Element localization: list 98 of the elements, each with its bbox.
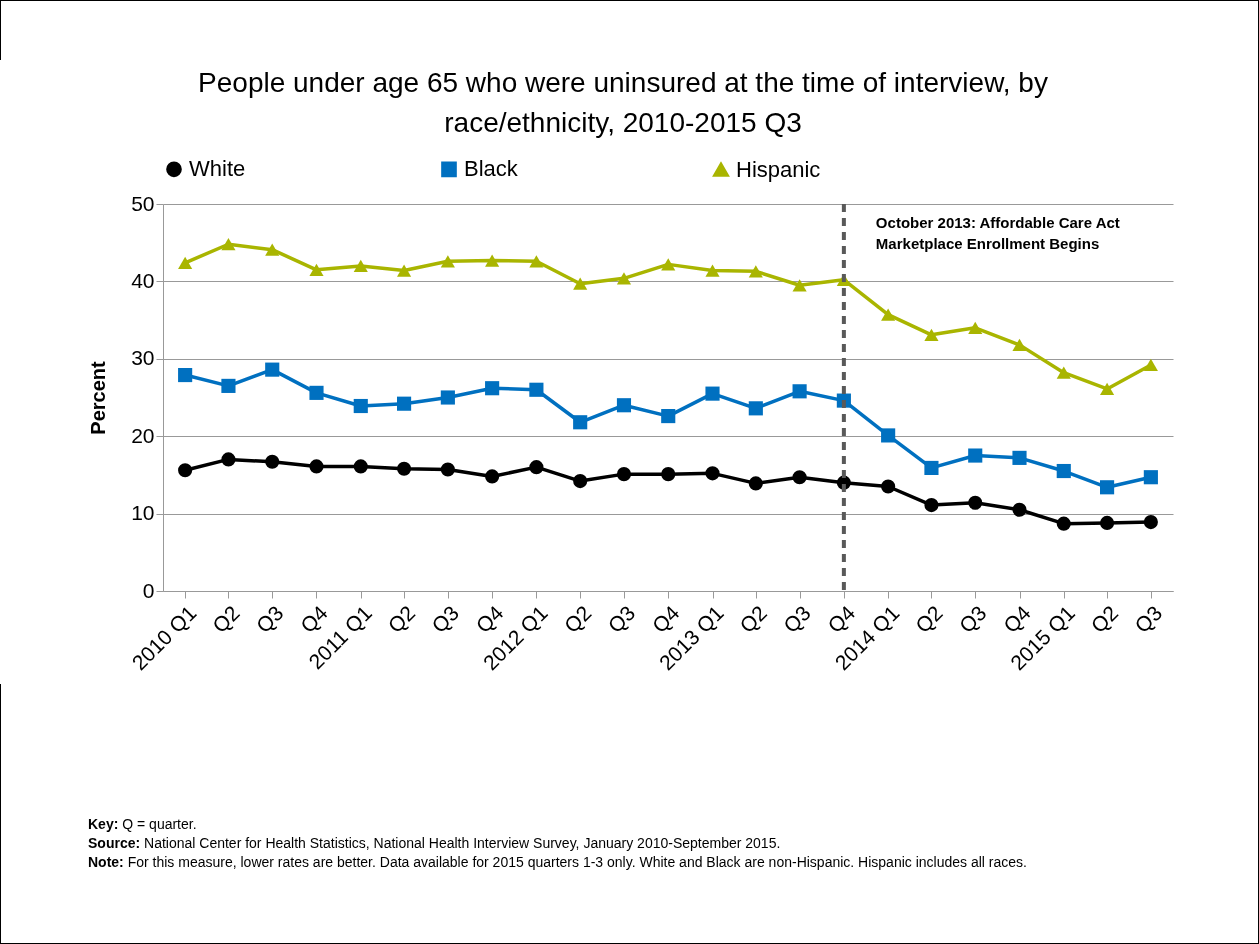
- point: [529, 255, 544, 268]
- point: [265, 362, 280, 377]
- point: [748, 401, 763, 416]
- point: [440, 462, 455, 477]
- point: [1100, 480, 1115, 495]
- y-tick-label: 20: [131, 423, 155, 447]
- point: [221, 378, 236, 393]
- point: [397, 461, 412, 476]
- x-tick-label: Q4: [647, 600, 684, 638]
- point: [440, 255, 455, 268]
- point: [397, 396, 412, 411]
- point: [748, 265, 763, 278]
- point: [661, 409, 676, 424]
- point: [178, 463, 193, 478]
- chart-title: People under age 65 who were uninsured at the time of interview, by race/ethnicity, 2010-2015 Q3: [198, 67, 1048, 138]
- point: [353, 398, 368, 414]
- point: [748, 476, 763, 491]
- point: [924, 460, 939, 475]
- source-note: Source: National Center for Health Statistics, National Health Interview Survey, January 2010-September 2015.: [88, 834, 782, 853]
- point: [573, 474, 588, 489]
- point: [265, 243, 280, 256]
- point: [485, 469, 500, 484]
- point: [792, 384, 807, 399]
- x-tick-label: Q4: [471, 600, 508, 638]
- point: [881, 308, 896, 321]
- point: [968, 321, 983, 334]
- point: [485, 254, 500, 267]
- x-tick-label: Q3: [251, 601, 288, 638]
- y-tick-label: 50: [131, 191, 155, 215]
- x-tick-label: Q4: [823, 600, 860, 638]
- point: [1056, 463, 1071, 479]
- point: [705, 386, 720, 401]
- point: [1012, 338, 1027, 351]
- x-tick-label: Q2: [1086, 601, 1123, 638]
- point: [1143, 515, 1158, 530]
- y-tick-label: 40: [131, 268, 155, 292]
- point: [616, 467, 632, 482]
- y-tick-label: 0: [142, 578, 155, 602]
- point: [792, 470, 807, 485]
- point: [1100, 382, 1115, 396]
- x-tick-label: Q2: [383, 601, 420, 638]
- y-axis-title: Percent: [87, 360, 110, 435]
- point: [792, 279, 807, 292]
- point: [353, 459, 368, 474]
- legend-label: White: [189, 156, 246, 182]
- x-tick-label: Q3: [778, 601, 815, 638]
- point: [661, 467, 676, 482]
- x-tick-label: Q2: [559, 601, 596, 638]
- x-tick-label: Q4: [295, 600, 333, 638]
- point: [178, 367, 193, 383]
- ref-line-label: October 2013: Affordable Care Act Marketplace Enrollment Begins: [875, 214, 1120, 252]
- point: [1100, 515, 1115, 530]
- point: [221, 238, 236, 251]
- legend-label: Black: [464, 156, 519, 182]
- text: Note: For this measure, lower rates are better. Data available for 2015 quarters 1-3 only. White and Black are non-Hispanic. Hispanic includes all races.: [88, 853, 1028, 872]
- point: [1012, 450, 1027, 465]
- point: [221, 452, 236, 467]
- point: [616, 272, 632, 285]
- legend-label: Hispanic: [736, 156, 821, 182]
- point: [309, 263, 324, 276]
- point: [924, 328, 939, 341]
- point: [1056, 366, 1071, 379]
- point: [529, 382, 544, 397]
- text: Key: Q = quarter.: [88, 815, 198, 834]
- x-tick-label: Q2: [910, 601, 947, 638]
- y-tick-label: 10: [131, 501, 155, 525]
- x-tick-label: Q3: [427, 601, 464, 638]
- point: [353, 259, 368, 273]
- point: [485, 381, 500, 396]
- point: [309, 459, 324, 474]
- x-tick-label: Q3: [1130, 601, 1167, 638]
- point: [1012, 502, 1027, 517]
- x-tick-label: Q2: [207, 601, 244, 638]
- point: [1056, 516, 1071, 531]
- point: [178, 256, 193, 269]
- point: [309, 385, 324, 400]
- x-tick-label: Q2: [735, 601, 772, 638]
- point: [1143, 358, 1158, 372]
- point: [265, 454, 280, 469]
- point: [881, 479, 896, 494]
- point: [661, 258, 676, 271]
- point: [705, 466, 720, 481]
- x-tick-label: Q4: [998, 600, 1036, 638]
- y-tick-label: 30: [131, 346, 155, 370]
- point: [397, 264, 412, 277]
- point: [968, 448, 983, 463]
- point: [705, 264, 720, 277]
- point: [924, 498, 939, 513]
- point: [529, 460, 544, 475]
- point: [881, 428, 896, 443]
- x-tick-label: Q3: [603, 601, 640, 638]
- point: [968, 495, 983, 510]
- point: [1143, 470, 1158, 485]
- x-tick-label: Q3: [954, 601, 991, 638]
- point: [440, 390, 455, 405]
- point: [573, 415, 588, 430]
- point: [616, 398, 632, 413]
- point: [573, 277, 588, 290]
